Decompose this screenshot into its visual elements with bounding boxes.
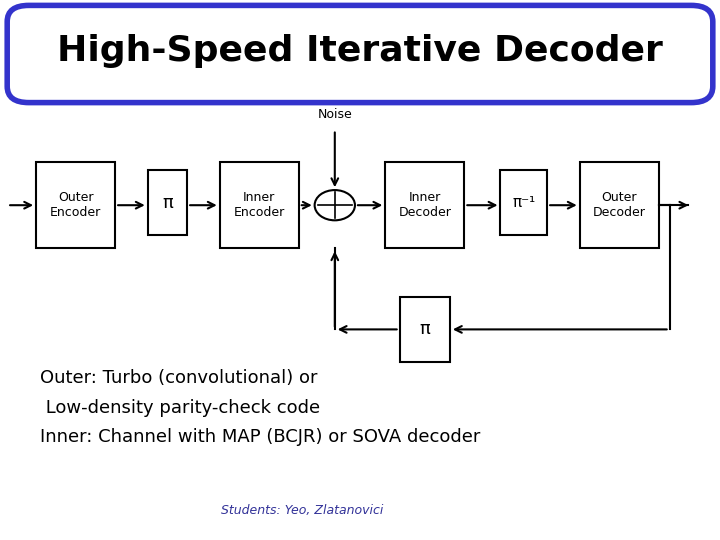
Bar <box>385 162 464 248</box>
Text: Students: Yeo, Zlatanovici: Students: Yeo, Zlatanovici <box>221 504 384 517</box>
Text: Outer
Encoder: Outer Encoder <box>50 191 102 219</box>
Text: Low-density parity-check code: Low-density parity-check code <box>40 399 320 417</box>
Text: Inner
Decoder: Inner Decoder <box>398 191 451 219</box>
Text: π: π <box>162 193 173 212</box>
Text: Outer
Decoder: Outer Decoder <box>593 191 646 219</box>
Text: π⁻¹: π⁻¹ <box>512 195 536 210</box>
Bar <box>400 297 450 362</box>
Text: Inner
Encoder: Inner Encoder <box>233 191 285 219</box>
Bar <box>500 170 547 235</box>
FancyBboxPatch shape <box>7 5 713 103</box>
Text: π: π <box>420 320 430 339</box>
Text: Noise: Noise <box>318 109 352 122</box>
Bar <box>36 162 115 248</box>
Bar <box>148 170 187 235</box>
Text: Outer: Turbo (convolutional) or: Outer: Turbo (convolutional) or <box>40 369 317 387</box>
Text: High-Speed Iterative Decoder: High-Speed Iterative Decoder <box>57 35 663 68</box>
Bar <box>220 162 299 248</box>
Bar <box>580 162 659 248</box>
Text: Inner: Channel with MAP (BCJR) or SOVA decoder: Inner: Channel with MAP (BCJR) or SOVA d… <box>40 428 480 447</box>
